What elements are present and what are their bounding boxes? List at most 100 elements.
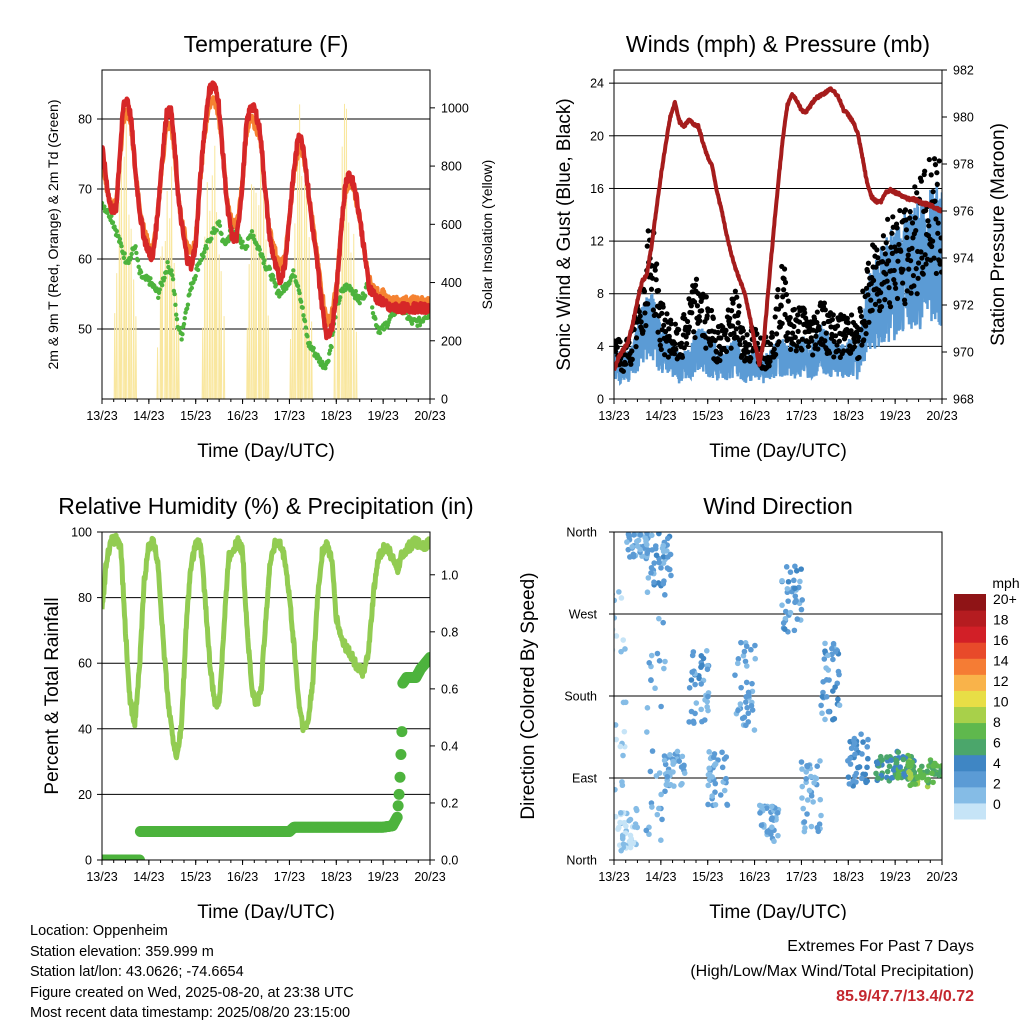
direction-point [850,777,857,784]
direction-point [743,643,750,650]
direction-point [662,592,668,598]
direction-point [924,776,931,783]
gust-point [723,348,730,355]
dewpoint-point [291,268,296,273]
gust-point [791,323,797,330]
temp-2m-line [102,80,430,341]
direction-point [944,780,950,786]
direction-point [864,744,871,750]
colorbar-title: mph [992,575,1019,591]
x-tick-label: 19/23 [880,870,911,884]
plot-border [101,69,431,400]
direction-point [705,707,711,714]
direction-point [649,804,655,810]
y-tick-label: 40 [78,722,92,736]
gust-point [907,209,913,215]
gust-point [727,315,733,322]
direction-point [797,578,803,585]
gust-point [890,214,896,220]
direction-point [819,693,826,700]
direction-point [605,724,611,730]
meteogram-figure: Temperature (F) Time (Day/UTC) 13/23 14/23 1… [42,31,1020,920]
direction-point [937,768,942,775]
extremes-subtitle: (High/Low/Max Wind/Total Precipitation) [690,963,974,980]
gust-point [703,294,709,300]
gust-point [913,266,919,272]
direction-point [674,748,681,755]
gust-point [697,318,703,324]
gust-point [879,259,886,265]
direction-point [791,627,798,634]
direction-point [782,608,789,615]
dewpoint-point [102,204,107,209]
direction-point [620,699,627,706]
gust-point [897,207,903,214]
dewpoint-point [292,274,298,279]
direction-point [651,560,657,566]
gust-point [745,349,751,355]
direction-point [792,599,798,606]
direction-point [803,776,809,782]
y2-tick-label: 968 [953,393,974,407]
colorbar-label: 4 [993,755,1001,771]
dewpoint-point [157,287,162,292]
direction-point [688,677,695,683]
gust-point [868,297,874,303]
station-latlon: Station lat/lon: 43.0626; -74.6654 [30,964,244,980]
plot-border [613,531,943,861]
colorbar-label: 10 [993,694,1009,710]
gust-point [748,355,754,361]
direction-point [656,805,662,812]
y2-tick-label: 980 [953,111,974,125]
direction-point [930,779,936,786]
gust-point [812,342,819,348]
gust-point [829,316,835,323]
direction-point [614,633,620,639]
station-info: Location: Oppenheim Station elevation: 3… [30,921,354,1024]
x-tick-label: 16/23 [739,870,770,884]
dewpoint-point [184,306,190,311]
direction-point [748,646,754,653]
gust-point [885,258,892,264]
dewpoint-point [217,223,223,228]
direction-point [865,736,871,743]
gust-point [805,343,812,350]
plot-area [605,532,950,854]
direction-point [830,640,837,647]
dewpoint-point [326,358,331,364]
gust-point [781,266,788,272]
direction-point [815,828,822,835]
gust-point [728,345,734,351]
gust-point [920,271,926,277]
gust-point [918,249,924,255]
gust-point [830,312,836,318]
figure-created: Figure created on Wed, 2025-08-20, at 23… [30,984,354,1001]
direction-point [825,708,832,715]
x-tick-label: 14/23 [645,409,676,423]
dewpoint-point [327,348,333,353]
direction-point [698,653,705,659]
direction-point [858,775,865,782]
direction-point [769,824,775,830]
gust-point [650,307,656,313]
direction-point [779,577,785,584]
x-tick-label: 13/23 [86,870,117,884]
recent-timestamp: Most recent data timestamp: 2025/08/20 2… [30,1005,351,1021]
dewpoint-point [357,300,362,306]
gust-point [773,351,779,358]
gust-point [931,255,937,261]
gust-point [858,327,864,333]
direction-point [662,788,668,795]
dewpoint-point [416,315,422,321]
y-tick-label: 4 [597,340,604,354]
gust-point [655,329,661,335]
gust-point [936,158,942,164]
gust-point [773,331,780,337]
direction-point [608,799,614,805]
gust-point [744,332,750,338]
gust-point [836,338,842,344]
direction-point [607,810,613,816]
direction-point [819,710,825,717]
y-axis-label: Sonic Wind & Gust (Blue, Black) [554,98,575,370]
direction-point [625,546,632,553]
